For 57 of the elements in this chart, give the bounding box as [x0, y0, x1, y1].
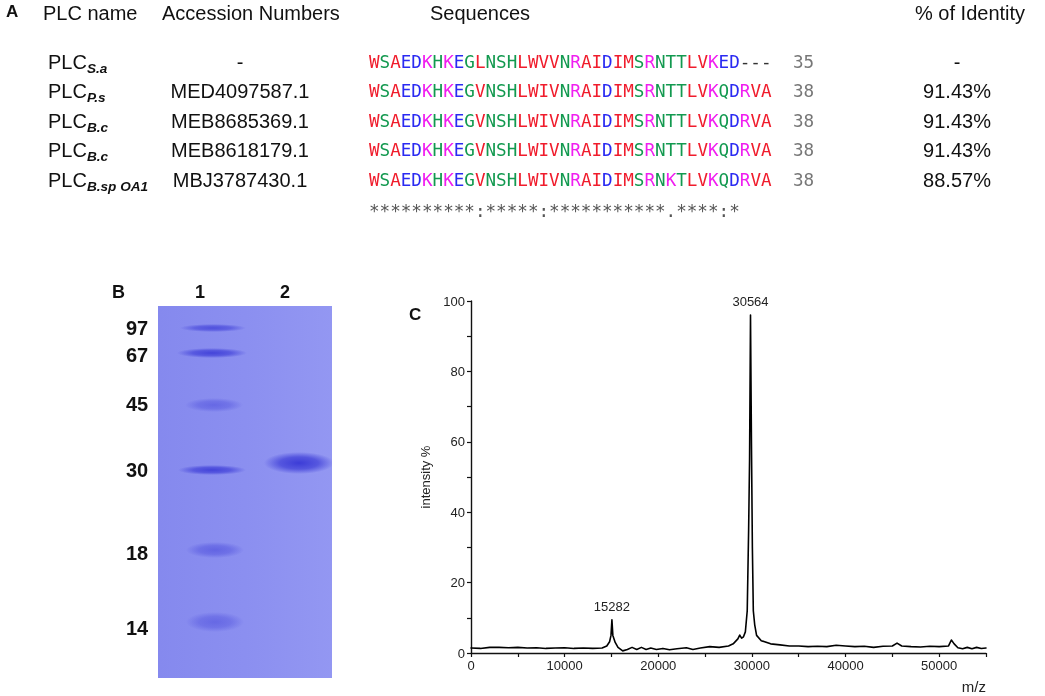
- text: **********:*****:***********.****:*: [369, 201, 740, 221]
- category-label: 1: [194, 281, 206, 303]
- text: 88.57%: [923, 168, 991, 191]
- category-label: Accession Numbers: [162, 1, 340, 25]
- category-label: 97: [125, 317, 149, 339]
- y-tick-label: 40: [450, 504, 465, 520]
- y-tick-label: 80: [450, 363, 465, 379]
- text: WSAEDKHKEGVNSHLWIVNRAIDIMSRNTTLVKQDRVA: [369, 110, 772, 131]
- category-label: Sequences: [430, 1, 531, 25]
- text: MED4097587.1: [170, 80, 310, 103]
- text: 38: [793, 81, 815, 102]
- text: 91.43%: [923, 109, 991, 132]
- x-tick-label: 10000: [546, 658, 583, 673]
- text: 91.43%: [923, 80, 991, 103]
- text: -: [953, 50, 961, 73]
- category-label: % of Identity: [915, 1, 1026, 25]
- text: MEB8618179.1: [171, 139, 309, 162]
- x-tick-label: 40000: [827, 658, 864, 673]
- x-tick-label: 0: [467, 658, 475, 673]
- category-label: 67: [125, 344, 149, 366]
- x-tick-label: 20000: [640, 658, 677, 673]
- category-label: PLC$_{B.c}$: [48, 109, 109, 135]
- category-label: PLC$_{B.c}$: [48, 139, 109, 165]
- x-tick-label: 50000: [921, 658, 958, 673]
- y-tick-label: 100: [443, 293, 465, 309]
- annotation: 15282: [593, 598, 630, 614]
- y-tick-label: 60: [450, 434, 465, 450]
- text: 38: [793, 140, 815, 161]
- x-tick-label: 30000: [733, 658, 770, 673]
- text: B: [112, 281, 125, 303]
- text: MBJ3787430.1: [172, 168, 308, 191]
- x-axis-title: m/z: [961, 678, 986, 695]
- chart-title: C: [409, 305, 422, 324]
- category-label: 2: [279, 281, 291, 303]
- text: WSAEDKHKEGVNSHLWIVNRAIDIMSRNKTLVKQDRVA: [369, 169, 772, 190]
- text: MEB8685369.1: [171, 109, 309, 132]
- y-tick-label: 0: [457, 645, 465, 661]
- text: A: [6, 1, 19, 23]
- text: 38: [793, 169, 815, 190]
- category-label: PLC name: [43, 1, 138, 25]
- category-label: 30: [125, 459, 149, 481]
- text: -: [236, 50, 244, 73]
- text: 35: [793, 51, 815, 72]
- category-label: 18: [125, 542, 149, 564]
- category-label: PLC$_{B.sp OA1}$: [48, 168, 149, 194]
- text: WSAEDKHKEGLNSHLWVVNRAIDIMSRNTTLVKED---: [369, 51, 772, 72]
- annotation: 30564: [732, 294, 769, 310]
- text: 91.43%: [923, 139, 991, 162]
- category-label: 14: [125, 617, 149, 639]
- y-tick-label: 20: [450, 575, 465, 591]
- y-axis-title: intensity %: [418, 445, 434, 509]
- text: 38: [793, 110, 815, 131]
- category-label: PLC$_{P.s}$: [48, 80, 106, 106]
- text: WSAEDKHKEGVNSHLWIVNRAIDIMSRNTTLVKQDRVA: [369, 140, 772, 161]
- category-label: PLC$_{S.a}$: [48, 50, 108, 76]
- text: WSAEDKHKEGVNSHLWIVNRAIDIMSRNTTLVKQDRVA: [369, 81, 772, 102]
- category-label: 45: [125, 393, 149, 415]
